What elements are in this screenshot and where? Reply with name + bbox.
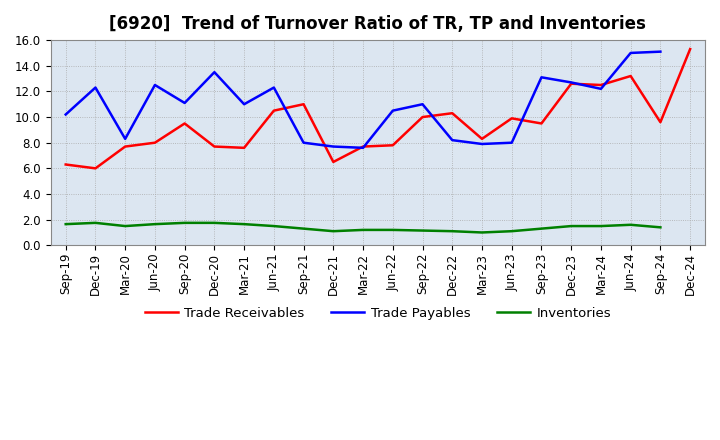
Inventories — [389, 227, 397, 233]
Trade Receivables — [597, 82, 606, 88]
Trade Payables — [567, 80, 575, 85]
Trade Payables — [269, 85, 278, 90]
Trade Receivables — [359, 144, 367, 149]
Inventories — [359, 227, 367, 233]
Inventories — [597, 224, 606, 229]
Trade Receivables — [477, 136, 486, 142]
Inventories — [121, 224, 130, 229]
Inventories — [329, 228, 338, 234]
Trade Payables — [418, 102, 427, 107]
Trade Payables — [210, 70, 219, 75]
Trade Receivables — [537, 121, 546, 126]
Inventories — [567, 224, 575, 229]
Trade Payables — [240, 102, 248, 107]
Trade Receivables — [508, 116, 516, 121]
Trade Receivables — [61, 162, 70, 167]
Trade Payables — [180, 100, 189, 106]
Trade Receivables — [240, 145, 248, 150]
Inventories — [508, 228, 516, 234]
Inventories — [240, 221, 248, 227]
Inventories — [269, 224, 278, 229]
Trade Payables — [300, 140, 308, 145]
Inventories — [61, 221, 70, 227]
Trade Payables — [626, 50, 635, 55]
Inventories — [150, 221, 159, 227]
Trade Receivables — [686, 47, 695, 52]
Trade Receivables — [300, 102, 308, 107]
Inventories — [180, 220, 189, 225]
Inventories — [210, 220, 219, 225]
Trade Payables — [448, 138, 456, 143]
Trade Receivables — [567, 81, 575, 86]
Line: Inventories: Inventories — [66, 223, 660, 232]
Inventories — [626, 222, 635, 227]
Trade Payables — [61, 112, 70, 117]
Inventories — [477, 230, 486, 235]
Line: Trade Payables: Trade Payables — [66, 51, 660, 148]
Trade Receivables — [121, 144, 130, 149]
Trade Receivables — [91, 166, 100, 171]
Trade Payables — [329, 144, 338, 149]
Trade Payables — [359, 145, 367, 150]
Line: Trade Receivables: Trade Receivables — [66, 49, 690, 169]
Trade Payables — [597, 86, 606, 92]
Trade Receivables — [418, 114, 427, 120]
Trade Receivables — [329, 159, 338, 165]
Trade Payables — [150, 82, 159, 88]
Legend: Trade Receivables, Trade Payables, Inventories: Trade Receivables, Trade Payables, Inven… — [140, 301, 616, 325]
Trade Receivables — [210, 144, 219, 149]
Trade Payables — [389, 108, 397, 113]
Inventories — [537, 226, 546, 231]
Trade Receivables — [150, 140, 159, 145]
Trade Payables — [537, 75, 546, 80]
Trade Payables — [656, 49, 665, 54]
Inventories — [91, 220, 100, 225]
Inventories — [300, 226, 308, 231]
Inventories — [656, 225, 665, 230]
Trade Receivables — [626, 73, 635, 79]
Inventories — [448, 228, 456, 234]
Trade Payables — [121, 136, 130, 142]
Trade Receivables — [269, 108, 278, 113]
Inventories — [418, 228, 427, 233]
Trade Payables — [91, 85, 100, 90]
Trade Receivables — [389, 143, 397, 148]
Trade Receivables — [180, 121, 189, 126]
Title: [6920]  Trend of Turnover Ratio of TR, TP and Inventories: [6920] Trend of Turnover Ratio of TR, TP… — [109, 15, 647, 33]
Trade Receivables — [448, 110, 456, 116]
Trade Receivables — [656, 120, 665, 125]
Trade Payables — [477, 141, 486, 147]
Trade Payables — [508, 140, 516, 145]
